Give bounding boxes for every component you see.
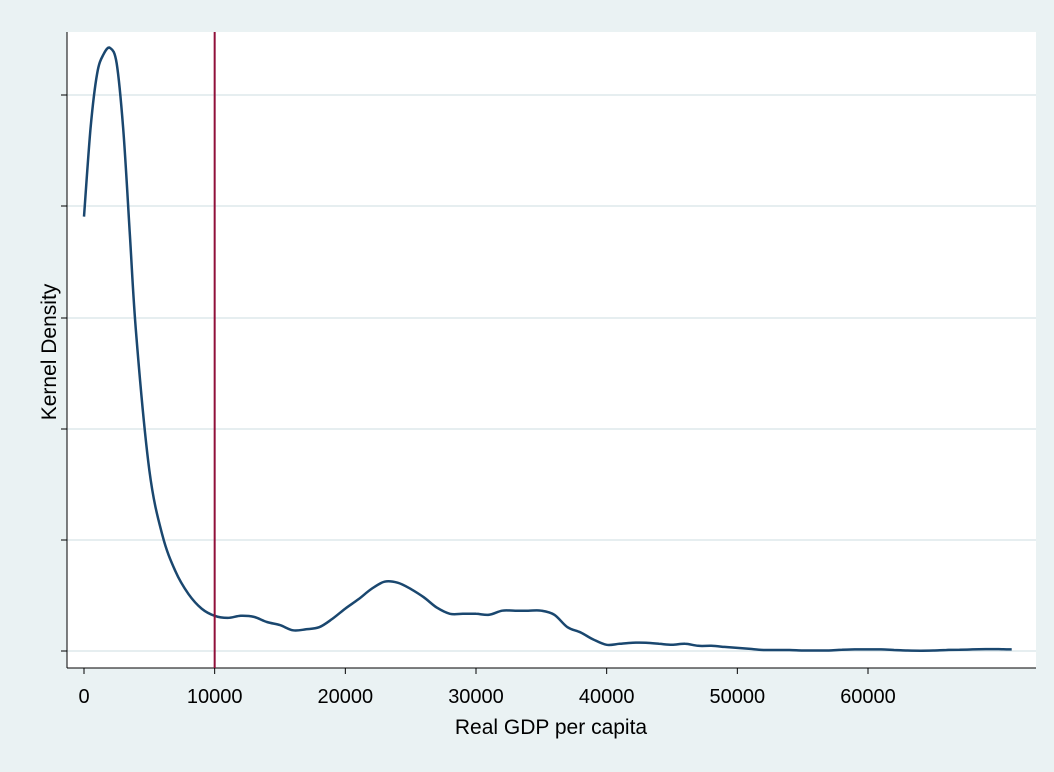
x-tick-label: 20000 [318,686,374,708]
y-axis-title: Kernel Density [38,283,61,420]
x-tick-label: 50000 [710,686,766,708]
x-axis-ticks [83,668,869,674]
plot-area [67,32,1036,668]
x-axis-tick-labels: 0 10000 20000 30000 40000 50000 60000 [78,686,895,708]
x-axis-title: Real GDP per capita [455,716,648,739]
x-tick-label: 40000 [579,686,635,708]
x-tick-label: 30000 [448,686,504,708]
gridlines [67,94,1036,652]
x-tick-label: 0 [78,686,89,708]
x-tick-label: 10000 [187,686,243,708]
y-axis-ticks [61,94,67,652]
x-tick-label: 60000 [840,686,896,708]
series-layer [82,46,1012,652]
density-line [82,46,1012,652]
